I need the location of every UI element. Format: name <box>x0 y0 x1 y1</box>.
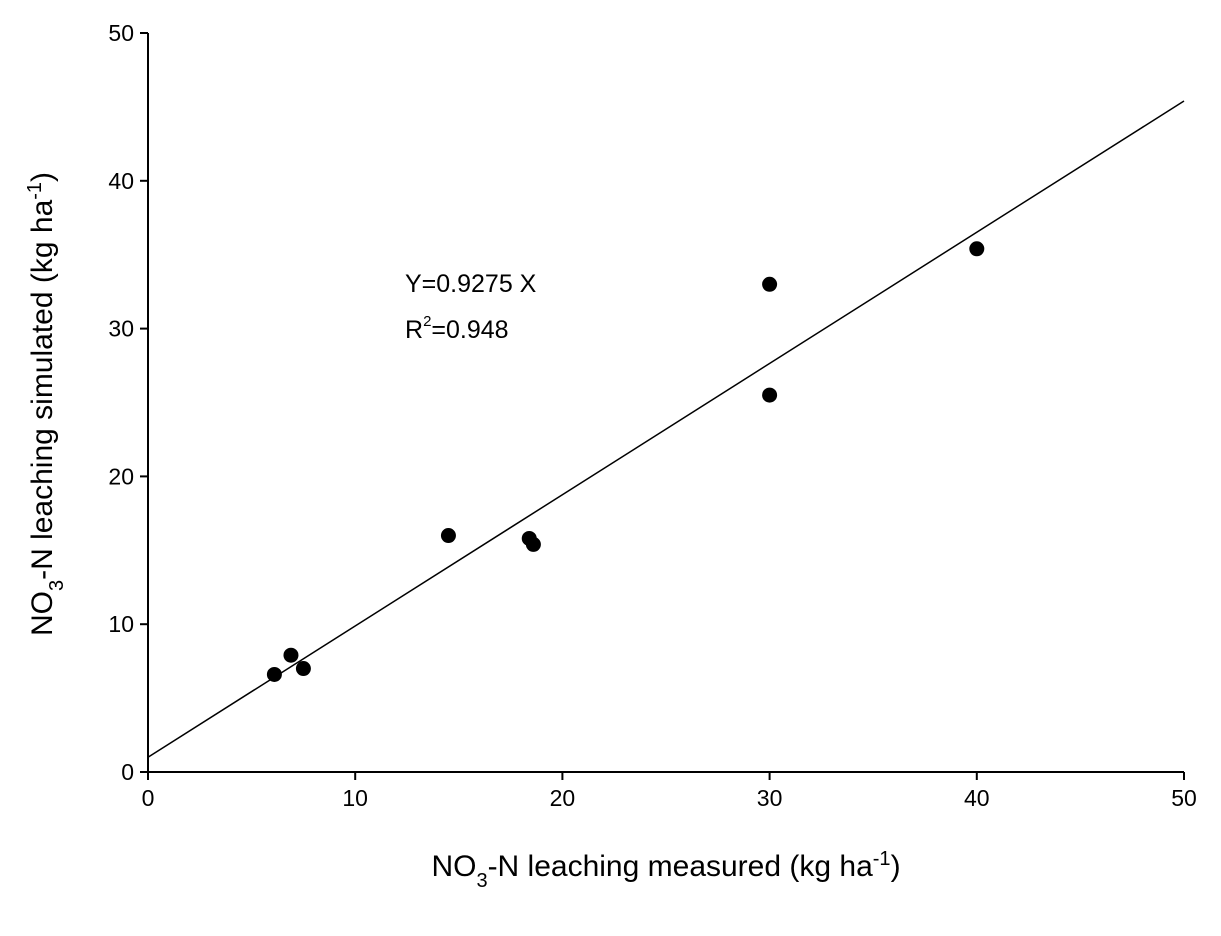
x-axis-ticks: 0 10 20 30 40 50 <box>142 772 1197 811</box>
axis-title-part: -1 <box>24 182 46 200</box>
y-tick-label: 30 <box>108 316 134 342</box>
x-tick-label: 50 <box>1171 785 1197 811</box>
y-axis-ticks: 0 10 20 30 40 50 <box>108 20 148 785</box>
y-tick-label: 40 <box>108 168 134 194</box>
axis-title-part: -N leaching measured (kg ha <box>488 850 874 883</box>
y-tick-label: 20 <box>108 463 134 489</box>
x-tick-label: 30 <box>757 785 783 811</box>
y-axis-title: NO3-N leaching simulated (kg ha-1) <box>24 172 68 636</box>
r-squared-letter: R <box>405 316 423 344</box>
regression-line <box>147 100 1185 758</box>
axis-title-part: 3 <box>46 580 68 591</box>
axis-title-part: -1 <box>873 848 891 870</box>
data-point <box>295 661 311 677</box>
axis-title-part: ) <box>891 850 901 883</box>
data-point <box>283 647 299 663</box>
axis-title-part: NO <box>26 591 59 636</box>
data-point <box>525 536 541 552</box>
axis-title-part: NO <box>431 850 476 883</box>
r-squared-value: =0.948 <box>431 316 508 344</box>
axis-title-part: -N leaching simulated (kg ha <box>26 199 59 580</box>
axis-title-part: ) <box>26 172 59 182</box>
x-tick-label: 40 <box>964 785 990 811</box>
data-point <box>762 276 778 292</box>
x-tick-label: 10 <box>342 785 368 811</box>
data-point <box>266 666 282 682</box>
axis-title-part: 3 <box>476 870 487 892</box>
y-tick-label: 50 <box>108 20 134 46</box>
data-point <box>440 528 456 544</box>
x-axis-title: NO3-N leaching measured (kg ha-1) <box>431 848 900 892</box>
axes <box>147 33 1184 773</box>
y-tick-label: 0 <box>121 759 134 785</box>
y-tick-label: 10 <box>108 611 134 637</box>
r-squared-exponent: 2 <box>423 313 431 330</box>
x-tick-label: 20 <box>550 785 576 811</box>
equation-annotation: Y=0.9275 X <box>405 270 537 298</box>
data-point <box>762 387 778 403</box>
x-tick-label: 0 <box>142 785 155 811</box>
data-points <box>266 241 985 682</box>
r-squared-annotation: R2=0.948 <box>405 313 509 344</box>
data-point <box>969 241 985 257</box>
